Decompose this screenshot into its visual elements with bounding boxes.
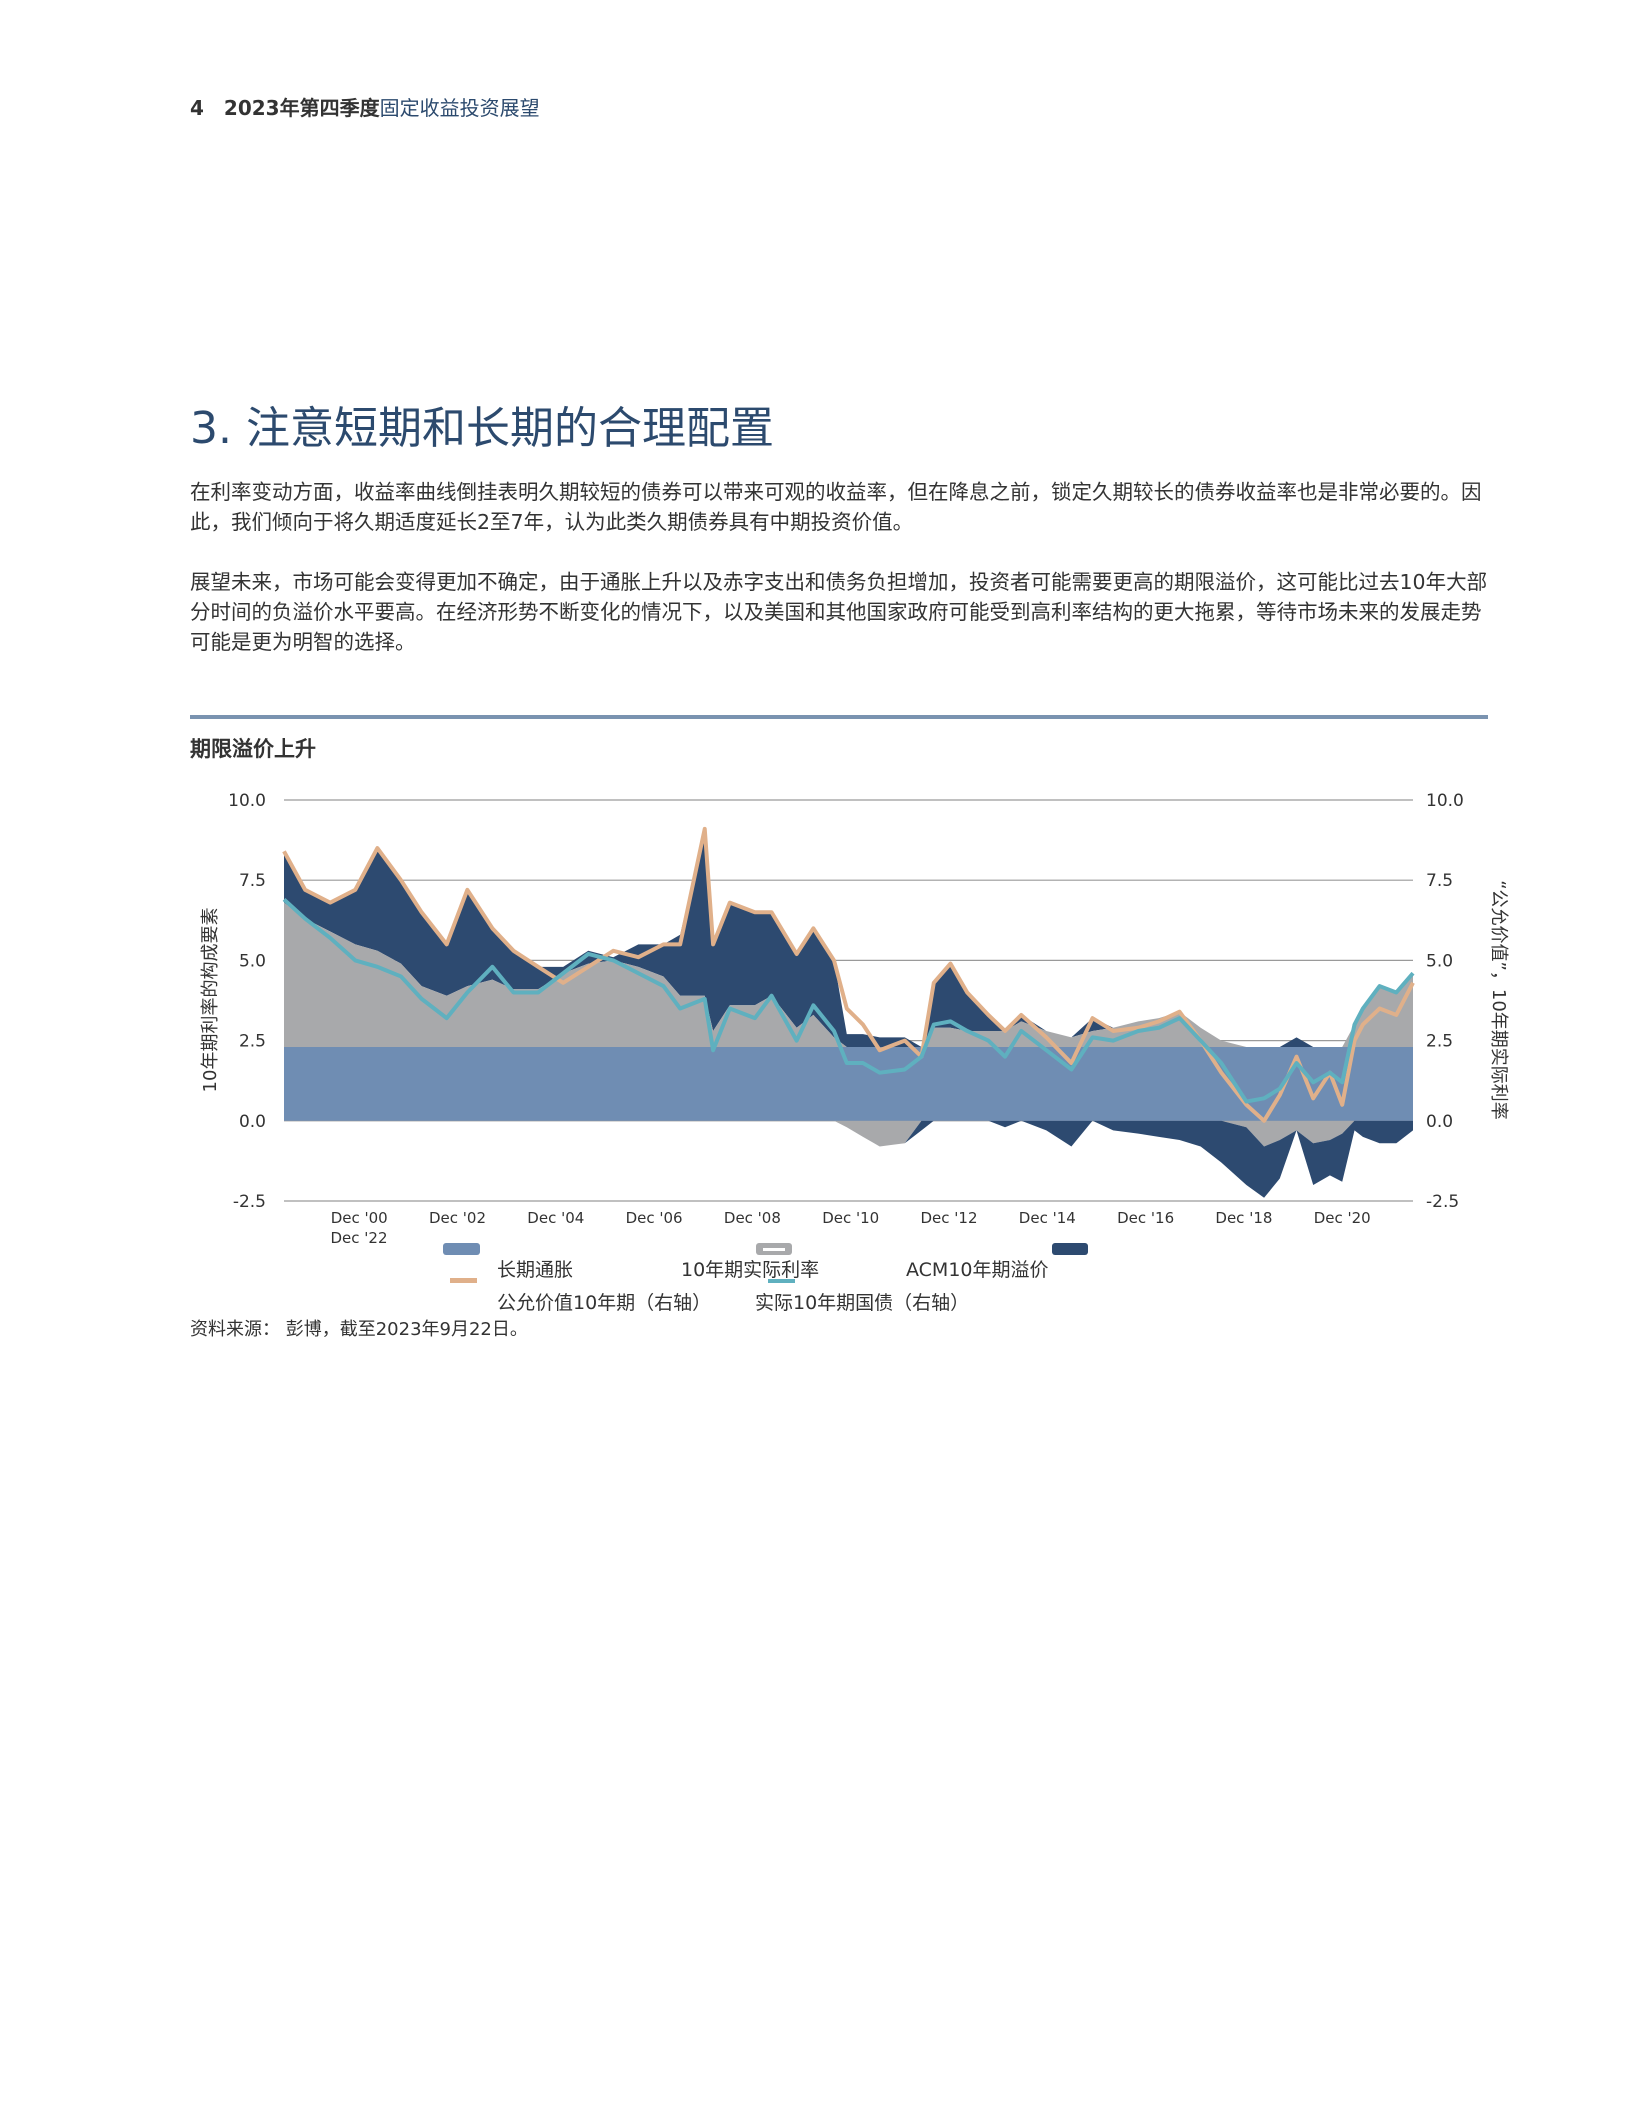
x-tick-label: Dec '20	[1314, 1209, 1371, 1227]
header-bold-title: 2023年第四季度	[223, 96, 380, 120]
section-title: 3. 注意短期和长期的合理配置	[190, 403, 774, 454]
real-treasury-line	[282, 897, 1415, 1104]
x-tick-label: Dec '00	[331, 1209, 388, 1227]
y-tick-label-right: 5.0	[1426, 951, 1453, 971]
legend-label-real-treasury: 实际10年期国债（右轴）	[755, 1292, 969, 1314]
y-tick-label-left: -2.5	[233, 1192, 266, 1212]
x-tick-label: Dec '04	[527, 1209, 584, 1227]
y-tick-label-right: 10.0	[1426, 791, 1464, 811]
legend-label-premium: ACM10年期溢价	[906, 1259, 1049, 1281]
header-title: 固定收益投资展望	[379, 96, 540, 120]
paragraph-1: 在利率变动方面，收益率曲线倒挂表明久期较短的债券可以带来可观的收益率，但在降息之…	[190, 480, 1482, 534]
x-tick-label: Dec '12	[921, 1209, 978, 1227]
y-tick-label-left: 5.0	[239, 951, 266, 971]
chart-areas	[284, 828, 1413, 1198]
legend-swatch-real-rate-mark	[763, 1248, 785, 1251]
chart-title: 期限溢价上升	[190, 737, 316, 761]
term-premium-chart: 10.0 7.5 5.0 2.5 0.0 -2.5 10.0 7.5 5.0 2.5 0.0 -2.…	[200, 791, 1509, 1314]
right-y-ticks: 10.0 7.5 5.0 2.5 0.0 -2.5	[1426, 791, 1464, 1212]
legend-label-fair-value: 公允价值10年期（右轴）	[497, 1292, 711, 1314]
divider	[190, 715, 1488, 719]
y-tick-label-left: 10.0	[228, 791, 266, 811]
legend-label-inflation: 长期通胀	[497, 1259, 573, 1281]
legend-swatch-inflation	[443, 1243, 480, 1255]
x-tick-label: Dec '14	[1019, 1209, 1076, 1227]
legend-swatch-fair-value	[450, 1278, 477, 1283]
x-tick-overflow: Dec '22	[330, 1229, 387, 1247]
paragraph-2: 展望未来，市场可能会变得更加不确定，由于通胀上升以及赤字支出和债务负担增加，投资…	[190, 570, 1488, 654]
y-tick-label-right: 7.5	[1426, 871, 1453, 891]
x-tick-label: Dec '18	[1215, 1209, 1272, 1227]
left-y-ticks: 10.0 7.5 5.0 2.5 0.0 -2.5	[228, 791, 266, 1212]
fair-value-line	[282, 826, 1415, 1123]
inflation-area	[284, 1047, 1413, 1121]
left-axis-label: 10年期利率的构成要素	[200, 908, 221, 1093]
y-tick-label-left: 7.5	[239, 871, 266, 891]
x-tick-label: Dec '06	[626, 1209, 683, 1227]
real-rate-area-positive	[284, 902, 1413, 1048]
right-axis-label: “公允价值”，10年期实际利率	[1488, 880, 1509, 1120]
source-note: 资料来源： 彭博，截至2023年9月22日。	[190, 1319, 528, 1340]
x-tick-label: Dec '08	[724, 1209, 781, 1227]
x-tick-label: Dec '16	[1117, 1209, 1174, 1227]
page-number: 4	[190, 96, 204, 120]
page-header: 4 2023年第四季度固定收益投资展望	[190, 92, 540, 121]
premium-area-negative	[284, 1120, 1413, 1198]
real-rate-area-negative	[284, 1120, 1413, 1147]
y-tick-label-right: 2.5	[1426, 1032, 1453, 1052]
x-ticks: Dec '00 Dec '02 Dec '04 Dec '06 Dec '08 Dec '…	[331, 1209, 1371, 1227]
legend-label-real-rate: 10年期实际利率	[681, 1259, 819, 1281]
x-tick-label: Dec '02	[429, 1209, 486, 1227]
y-tick-label-right: -2.5	[1426, 1192, 1459, 1212]
legend-swatch-real-treasury	[768, 1279, 795, 1283]
y-tick-label-left: 0.0	[239, 1112, 266, 1132]
y-tick-label-right: 0.0	[1426, 1112, 1453, 1132]
x-tick-label: Dec '10	[822, 1209, 879, 1227]
legend-swatch-premium	[1052, 1243, 1088, 1255]
chart-lines	[282, 826, 1415, 1123]
y-tick-label-left: 2.5	[239, 1032, 266, 1052]
